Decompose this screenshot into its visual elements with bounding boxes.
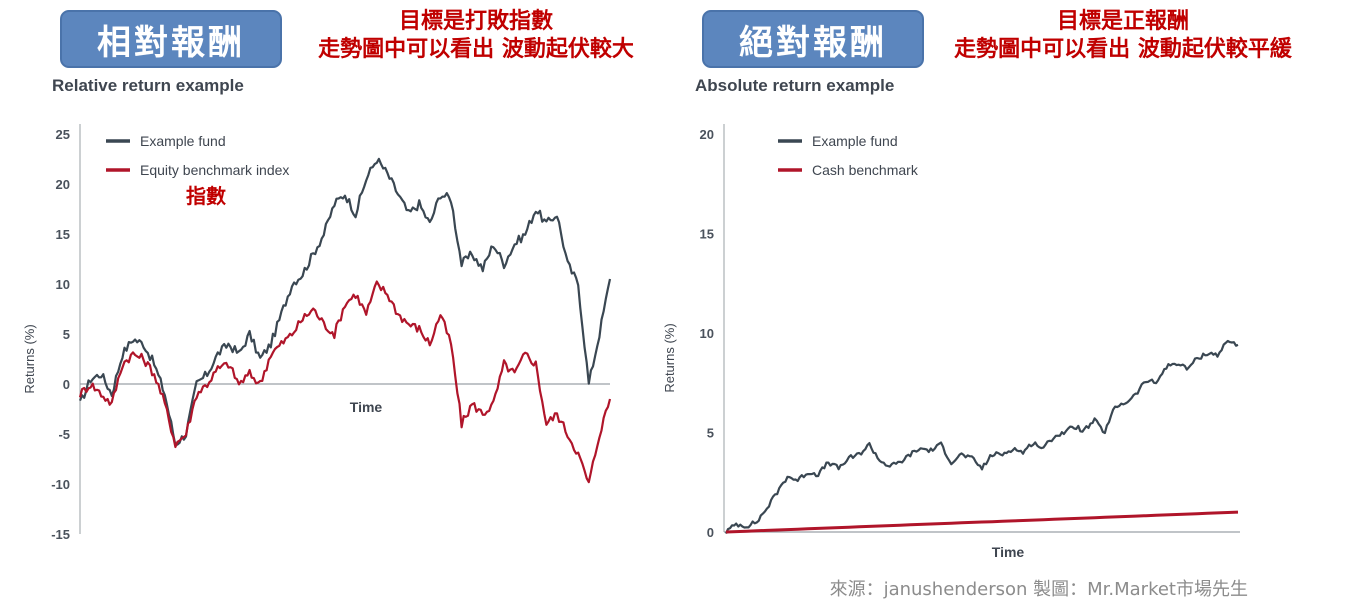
series-line-fund <box>724 339 1239 535</box>
relative-note-line1: 目標是打敗指數 <box>398 9 553 34</box>
y-tick-label: 10 <box>700 326 714 341</box>
index-note: 指數 <box>186 184 226 208</box>
absolute-return-chart: 20 15 10 5 0 Time Returns (%) Example fund Cash … <box>662 124 1240 560</box>
relative-return-chart: 25 20 15 10 5 0 -5 -10 -15 Time Returns (%) Example… <box>22 124 612 542</box>
y-tick-label: 15 <box>700 227 714 242</box>
absolute-note-line1: 目標是正報酬 <box>1056 9 1189 34</box>
relative-return-badge: 相對報酬 <box>60 10 282 68</box>
y-tick-label: 0 <box>707 525 714 540</box>
absolute-return-note: 目標是正報酬 走勢圖中可以看出 波動起伏較平緩 <box>928 8 1318 64</box>
absolute-note-line2: 走勢圖中可以看出 波動起伏較平緩 <box>954 37 1292 62</box>
source-credit: 來源：janushenderson 製圖：Mr.Market市場先生 <box>829 579 1248 600</box>
series-line-benchmark <box>725 510 1239 534</box>
legend-label: Example fund <box>140 133 226 149</box>
absolute-return-badge: 絕對報酬 <box>702 10 924 68</box>
y-axis-label: Returns (%) <box>662 323 677 392</box>
y-tick-label: -10 <box>51 477 70 492</box>
legend-label: Equity benchmark index <box>140 162 289 178</box>
y-tick-label: -5 <box>58 427 70 442</box>
y-tick-label: 15 <box>56 227 70 242</box>
y-tick-label: -15 <box>51 527 70 542</box>
y-tick-label: 25 <box>56 127 70 142</box>
legend-label: Cash benchmark <box>812 162 919 178</box>
y-tick-label: 10 <box>56 277 70 292</box>
absolute-chart-title: Absolute return example <box>695 76 895 95</box>
y-tick-label: 0 <box>63 377 70 392</box>
y-tick-label: 5 <box>63 327 70 342</box>
x-axis-label: Time <box>992 544 1025 560</box>
y-tick-label: 20 <box>700 127 714 142</box>
legend-label: Example fund <box>812 133 898 149</box>
series-line-fund <box>78 157 612 447</box>
relative-return-note: 目標是打敗指數 走勢圖中可以看出 波動起伏較大 <box>296 8 656 64</box>
series-line-benchmark <box>78 280 612 484</box>
relative-note-line2: 走勢圖中可以看出 波動起伏較大 <box>318 37 634 62</box>
y-axis-label: Returns (%) <box>22 324 37 393</box>
y-tick-label: 20 <box>56 177 70 192</box>
x-axis-label: Time <box>350 399 383 415</box>
relative-chart-title: Relative return example <box>52 76 244 95</box>
y-tick-label: 5 <box>707 426 714 441</box>
